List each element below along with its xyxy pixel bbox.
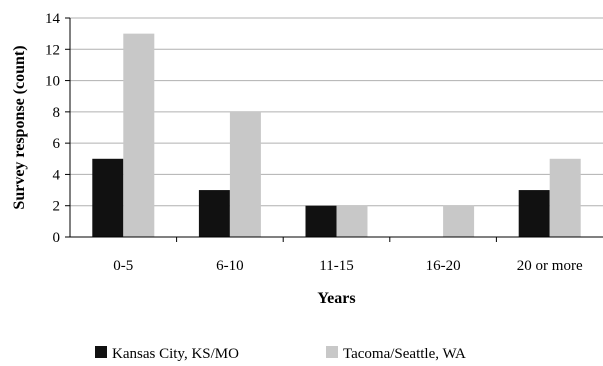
bars <box>92 33 581 238</box>
y-tick-label: 0 <box>53 230 61 246</box>
y-tick-label: 12 <box>45 42 60 58</box>
x-tick-label: 16-20 <box>426 258 461 274</box>
y-axis-ticks: 0 2 4 6 8 10 12 14 <box>45 11 70 246</box>
legend-label: Kansas City, KS/MO <box>112 346 239 362</box>
legend-label: Tacoma/Seattle, WA <box>343 346 466 362</box>
bar-tacoma-seattle-3 <box>443 205 475 237</box>
bar-tacoma-seattle-2 <box>336 205 368 237</box>
x-tick-label: 20 or more <box>517 258 583 274</box>
y-tick-label: 6 <box>53 136 61 152</box>
x-axis-title: Years <box>317 290 355 307</box>
legend-swatch <box>95 346 107 358</box>
x-tick-label: 0-5 <box>113 258 133 274</box>
y-tick-label: 14 <box>45 11 61 27</box>
x-axis-ticks: 0-5 6-10 11-15 16-20 20 or more <box>113 237 583 274</box>
y-axis-title: Survey response (count) <box>11 45 28 209</box>
y-tick-label: 8 <box>53 105 61 121</box>
bar-tacoma-seattle-4 <box>549 158 581 237</box>
x-tick-label: 11-15 <box>319 258 353 274</box>
x-tick-label: 6-10 <box>216 258 244 274</box>
y-tick-label: 2 <box>53 199 61 215</box>
y-tick-label: 4 <box>53 167 61 183</box>
bar-kansas-city-2 <box>305 205 337 237</box>
bar-kansas-city-0 <box>92 158 124 237</box>
legend: Kansas City, KS/MO Tacoma/Seattle, WA <box>95 346 466 362</box>
bar-kansas-city-1 <box>198 190 230 237</box>
gridlines <box>70 17 603 207</box>
bar-tacoma-seattle-1 <box>229 111 261 237</box>
legend-swatch <box>326 346 338 358</box>
bar-kansas-city-4 <box>518 190 550 237</box>
y-tick-label: 10 <box>45 74 60 90</box>
bar-tacoma-seattle-0 <box>123 33 155 238</box>
